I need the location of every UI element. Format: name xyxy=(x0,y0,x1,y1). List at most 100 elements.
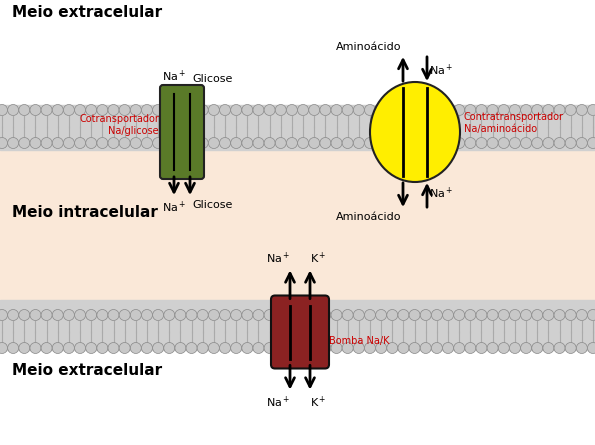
Circle shape xyxy=(286,310,298,320)
Circle shape xyxy=(152,105,164,116)
Circle shape xyxy=(320,138,331,149)
Circle shape xyxy=(30,138,41,149)
Circle shape xyxy=(320,105,331,116)
Circle shape xyxy=(164,105,175,116)
Circle shape xyxy=(443,138,453,149)
Circle shape xyxy=(431,343,443,353)
Circle shape xyxy=(108,105,119,116)
Circle shape xyxy=(587,105,595,116)
Text: Na$^+$: Na$^+$ xyxy=(429,186,453,201)
Circle shape xyxy=(86,138,97,149)
Circle shape xyxy=(253,343,264,353)
Circle shape xyxy=(342,138,353,149)
Circle shape xyxy=(142,310,152,320)
Circle shape xyxy=(398,343,409,353)
Circle shape xyxy=(331,105,342,116)
Circle shape xyxy=(152,343,164,353)
Circle shape xyxy=(142,343,152,353)
Circle shape xyxy=(30,343,41,353)
Circle shape xyxy=(142,105,152,116)
Circle shape xyxy=(242,138,253,149)
Circle shape xyxy=(41,138,52,149)
Circle shape xyxy=(375,343,387,353)
Circle shape xyxy=(286,105,298,116)
Circle shape xyxy=(30,105,41,116)
Circle shape xyxy=(298,105,309,116)
Circle shape xyxy=(8,138,18,149)
Circle shape xyxy=(398,310,409,320)
Circle shape xyxy=(231,105,242,116)
Circle shape xyxy=(264,138,275,149)
Circle shape xyxy=(253,310,264,320)
Circle shape xyxy=(64,105,74,116)
Text: Na$^+$: Na$^+$ xyxy=(265,250,290,266)
Circle shape xyxy=(387,138,398,149)
Text: Na$^+$: Na$^+$ xyxy=(429,63,453,78)
Circle shape xyxy=(353,310,364,320)
Circle shape xyxy=(298,343,309,353)
Circle shape xyxy=(175,138,186,149)
Circle shape xyxy=(142,138,152,149)
Bar xyxy=(0,350,595,445)
Text: Meio extracelular: Meio extracelular xyxy=(12,5,162,20)
Circle shape xyxy=(220,343,230,353)
Circle shape xyxy=(565,105,576,116)
Circle shape xyxy=(220,105,230,116)
Circle shape xyxy=(30,310,41,320)
Text: Aminoácido: Aminoácido xyxy=(336,42,401,52)
Circle shape xyxy=(577,105,587,116)
Circle shape xyxy=(487,343,498,353)
Circle shape xyxy=(119,310,130,320)
Circle shape xyxy=(286,138,298,149)
Circle shape xyxy=(97,105,108,116)
Circle shape xyxy=(565,310,576,320)
Circle shape xyxy=(320,343,331,353)
Circle shape xyxy=(175,343,186,353)
Circle shape xyxy=(74,343,86,353)
Circle shape xyxy=(543,138,554,149)
Circle shape xyxy=(52,105,63,116)
Circle shape xyxy=(420,343,431,353)
Circle shape xyxy=(487,138,498,149)
Circle shape xyxy=(197,310,208,320)
Circle shape xyxy=(242,105,253,116)
Circle shape xyxy=(64,343,74,353)
Circle shape xyxy=(409,310,420,320)
Circle shape xyxy=(97,138,108,149)
Bar xyxy=(0,0,595,137)
Circle shape xyxy=(443,105,453,116)
Text: Cotransportador
Na/glicose: Cotransportador Na/glicose xyxy=(79,114,159,136)
Circle shape xyxy=(275,343,286,353)
Circle shape xyxy=(387,105,398,116)
Circle shape xyxy=(197,105,208,116)
Circle shape xyxy=(52,343,63,353)
Circle shape xyxy=(0,343,8,353)
Circle shape xyxy=(398,138,409,149)
Ellipse shape xyxy=(370,82,460,182)
Circle shape xyxy=(242,310,253,320)
Circle shape xyxy=(52,310,63,320)
Circle shape xyxy=(197,343,208,353)
Circle shape xyxy=(398,105,409,116)
Circle shape xyxy=(86,105,97,116)
Circle shape xyxy=(74,310,86,320)
Circle shape xyxy=(543,105,554,116)
Circle shape xyxy=(231,343,242,353)
Circle shape xyxy=(86,343,97,353)
Circle shape xyxy=(454,138,465,149)
Circle shape xyxy=(108,343,119,353)
Circle shape xyxy=(420,310,431,320)
Circle shape xyxy=(130,310,141,320)
Circle shape xyxy=(365,343,375,353)
Circle shape xyxy=(454,310,465,320)
Circle shape xyxy=(532,343,543,353)
Circle shape xyxy=(543,310,554,320)
Circle shape xyxy=(521,343,531,353)
Circle shape xyxy=(186,343,197,353)
Circle shape xyxy=(476,310,487,320)
Circle shape xyxy=(74,105,86,116)
Text: Meio extracelular: Meio extracelular xyxy=(12,363,162,378)
Circle shape xyxy=(41,343,52,353)
Circle shape xyxy=(97,343,108,353)
Circle shape xyxy=(19,310,30,320)
